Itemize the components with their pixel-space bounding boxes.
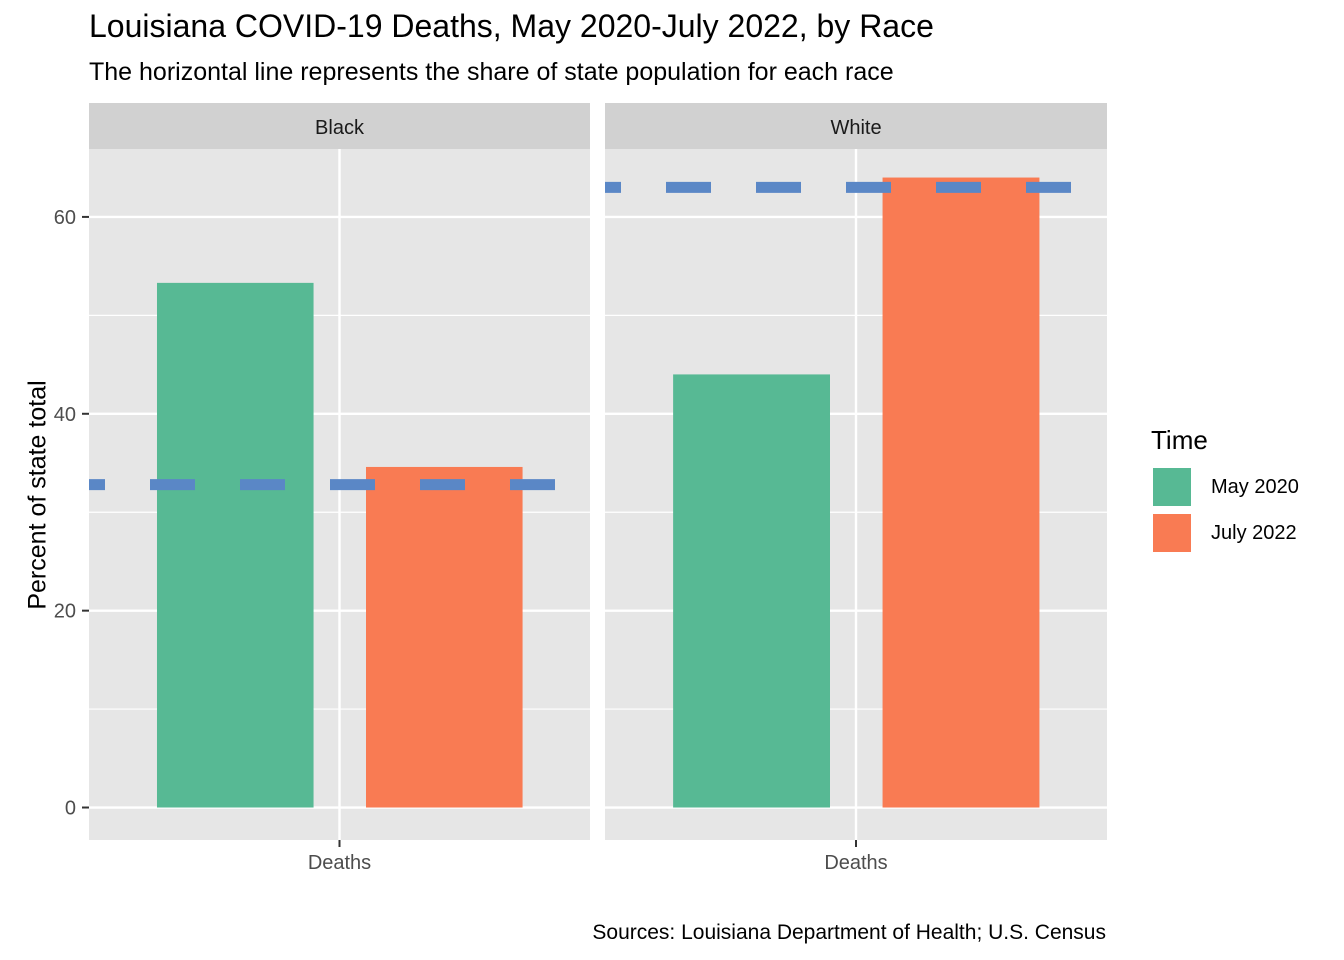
- bar-white-july-2022: [882, 177, 1040, 808]
- x-tick-label-black: Deaths: [308, 852, 371, 874]
- facet-strip-black: [89, 103, 590, 149]
- chart-caption: Sources: Louisiana Department of Health;…: [592, 921, 1106, 944]
- y-tick-label-0: 0: [65, 798, 76, 820]
- legend-swatch-july-2022: [1151, 512, 1193, 554]
- legend: Time May 2020 July 2022: [1151, 425, 1299, 556]
- chart-subtitle: The horizontal line represents the share…: [89, 58, 894, 86]
- legend-title: Time: [1151, 425, 1208, 455]
- y-tick-label-20: 20: [54, 601, 76, 623]
- legend-item-july-2022: July 2022: [1151, 510, 1299, 556]
- bar-black-may-2020: [156, 282, 314, 808]
- facet-label-white: White: [830, 117, 881, 139]
- legend-label-july-2022: July 2022: [1211, 521, 1297, 544]
- y-tick-label-40: 40: [54, 404, 76, 426]
- legend-swatch-may-2020: [1151, 466, 1193, 508]
- bar-white-may-2020: [673, 374, 830, 808]
- y-tick-label-60: 60: [54, 207, 76, 229]
- facet-strip-white: [605, 103, 1107, 149]
- facet-label-black: Black: [315, 117, 365, 139]
- bar-black-july-2022: [366, 466, 523, 808]
- legend-item-may-2020: May 2020: [1151, 464, 1299, 510]
- chart-title: Louisiana COVID-19 Deaths, May 2020-July…: [89, 8, 934, 44]
- legend-label-may-2020: May 2020: [1211, 475, 1299, 498]
- x-tick-label-white: Deaths: [824, 852, 887, 874]
